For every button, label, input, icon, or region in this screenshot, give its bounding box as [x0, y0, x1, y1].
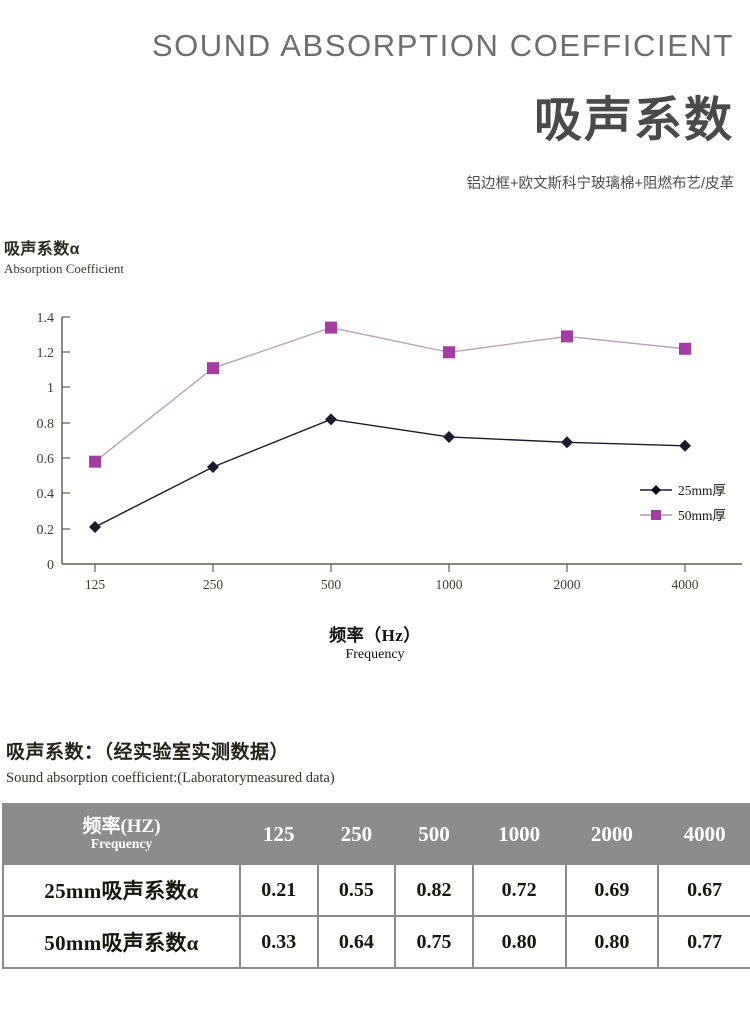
line-chart: 1.4 1.2 1 0.8 0.6 0.4 0.2 0 125 [0, 305, 750, 605]
table-cell: 0.80 [566, 917, 658, 967]
page-title-english: SOUND ABSORPTION COEFFICIENT [151, 28, 734, 63]
chart-point-diamond [443, 430, 455, 443]
y-tick-labels: 1.4 1.2 1 0.8 0.6 0.4 0.2 0 [37, 311, 55, 573]
x-tick-label: 250 [203, 577, 224, 592]
legend-label-series1: 25mm厚 [678, 483, 726, 498]
chart-line-series1 [94, 418, 686, 528]
table-cell: 0.72 [473, 865, 565, 915]
table-cell: 0.75 [396, 917, 472, 967]
chart-y-caption-english: Absorption Coefficient [4, 261, 124, 276]
absorption-coefficient-table: 频率(HZ) Frequency 125 250 500 1000 2000 4… [2, 803, 750, 969]
page-title-chinese: 吸声系数 [533, 94, 734, 147]
chart-legend: 25mm厚 50mm厚 [640, 483, 726, 523]
y-tick-label: 1.2 [37, 346, 55, 361]
y-tick-label: 0.4 [37, 487, 55, 502]
page-header: SOUND ABSORPTION COEFFICIENT 吸声系数 铝边框+欧文… [0, 0, 750, 193]
chart-section: 吸声系数α Absorption Coefficient 1.4 1.2 1 [0, 235, 750, 663]
y-tick-label: 1.4 [37, 311, 55, 326]
table-cell: 0.69 [566, 865, 658, 915]
chart-x-axis-title: 频率（Hz） Frequency [0, 621, 750, 663]
table-row: 25mm吸声系数α 0.21 0.55 0.82 0.72 0.69 0.67 [4, 865, 750, 915]
y-tick-label: 0 [47, 558, 54, 573]
table-body: 25mm吸声系数α 0.21 0.55 0.82 0.72 0.69 0.67 … [4, 865, 750, 967]
table-frame: 诺声 诺声 频率(HZ) Frequency 125 [2, 803, 750, 969]
chart-line-series2 [94, 326, 686, 463]
table-header-col: 125 [241, 805, 317, 863]
chart-point-square [443, 346, 455, 359]
chart-point-diamond [207, 460, 219, 473]
table-row: 50mm吸声系数α 0.33 0.64 0.75 0.80 0.80 0.77 [4, 917, 750, 967]
chart-point-square [89, 455, 101, 468]
x-tick-labels: 125 250 500 1000 2000 4000 [85, 577, 699, 592]
y-axis-ticks [62, 316, 70, 530]
chart-point-diamond [679, 439, 691, 452]
table-header-frequency: 频率(HZ) Frequency [4, 805, 239, 863]
table-row-label: 25mm吸声系数α [4, 865, 239, 915]
table-row-label: 50mm吸声系数α [4, 917, 239, 967]
table-header-frequency-cn: 频率(HZ) [82, 815, 161, 837]
chart-y-caption-chinese: 吸声系数α [4, 241, 80, 258]
chart-point-diamond [325, 413, 337, 426]
x-axis-title-english: Frequency [345, 647, 405, 662]
page-subtitle: 铝边框+欧文斯科宁玻璃棉+阻燃布艺/皮革 [466, 176, 734, 192]
chart-point-square [561, 330, 573, 343]
chart-point-square [325, 321, 337, 334]
chart-point-diamond [561, 436, 573, 449]
x-tick-label: 125 [85, 577, 106, 592]
table-caption-chinese: 吸声系数：（经实验室实测数据） [6, 742, 290, 763]
table-cell: 0.33 [241, 917, 317, 967]
chart-point-diamond [89, 520, 101, 533]
y-tick-label: 0.8 [37, 417, 55, 432]
y-tick-label: 0.2 [37, 523, 55, 538]
table-header-col: 1000 [473, 805, 565, 863]
y-tick-label: 1 [47, 381, 54, 396]
table-section: 吸声系数：（经实验室实测数据） Sound absorption coeffic… [0, 737, 750, 969]
legend-marker-diamond-icon [651, 485, 661, 495]
table-header-row: 频率(HZ) Frequency 125 250 500 1000 2000 4… [4, 805, 750, 863]
y-tick-label: 0.6 [37, 452, 55, 467]
x-tick-label: 2000 [554, 577, 581, 592]
x-axis-title-chinese: 频率（Hz） [329, 626, 421, 645]
x-tick-label: 500 [321, 577, 342, 592]
table-header-col: 250 [318, 805, 395, 863]
table-cell: 0.21 [241, 865, 317, 915]
table-header: 频率(HZ) Frequency 125 250 500 1000 2000 4… [4, 805, 750, 863]
legend-marker-square-icon [651, 510, 661, 520]
table-caption-english: Sound absorption coefficient:(Laboratory… [6, 770, 335, 786]
x-axis-ticks [94, 564, 686, 572]
chart-series-layer [89, 321, 691, 533]
table-cell: 0.55 [318, 865, 395, 915]
chart-y-axis-caption: 吸声系数α Absorption Coefficient [0, 235, 750, 277]
table-cell: 0.80 [473, 917, 565, 967]
table-cell: 0.64 [318, 917, 395, 967]
table-header-col: 2000 [566, 805, 658, 863]
chart-svg: 1.4 1.2 1 0.8 0.6 0.4 0.2 0 125 [37, 311, 742, 592]
table-header-frequency-en: Frequency [90, 835, 153, 851]
table-header-col: 4000 [659, 805, 750, 863]
chart-point-square [679, 342, 691, 355]
table-header-col: 500 [396, 805, 472, 863]
x-tick-label: 4000 [672, 577, 699, 592]
table-cell: 0.77 [659, 917, 750, 967]
legend-label-series2: 50mm厚 [678, 508, 726, 523]
x-tick-label: 1000 [436, 577, 463, 592]
chart-point-square [207, 362, 219, 375]
table-cell: 0.82 [396, 865, 472, 915]
table-cell: 0.67 [659, 865, 750, 915]
